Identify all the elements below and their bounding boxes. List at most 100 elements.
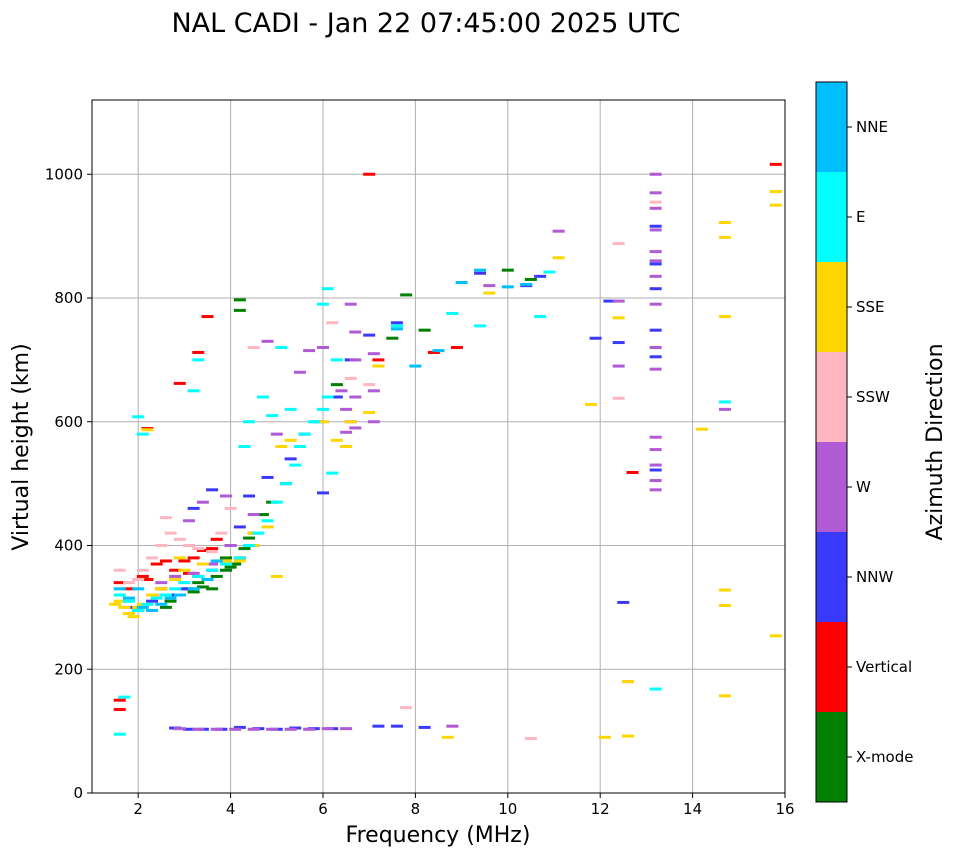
data-point bbox=[400, 706, 413, 710]
data-point bbox=[192, 581, 205, 585]
data-point bbox=[649, 367, 662, 371]
data-point bbox=[409, 364, 422, 368]
data-point bbox=[718, 315, 731, 319]
data-point bbox=[326, 321, 339, 325]
data-point bbox=[603, 299, 616, 303]
data-point bbox=[183, 519, 196, 523]
data-point bbox=[187, 571, 200, 575]
colorbar-segment bbox=[816, 262, 847, 352]
data-point bbox=[317, 491, 329, 495]
data-point bbox=[206, 568, 219, 572]
data-point bbox=[769, 162, 782, 166]
data-point bbox=[367, 420, 380, 424]
colorbar-label: X-mode bbox=[856, 748, 913, 766]
data-point bbox=[418, 725, 431, 729]
data-point bbox=[122, 581, 135, 585]
data-point bbox=[196, 548, 209, 552]
data-point bbox=[649, 172, 662, 176]
data-point bbox=[261, 519, 274, 523]
data-point bbox=[612, 316, 625, 320]
data-point bbox=[136, 432, 149, 436]
data-point bbox=[617, 600, 630, 604]
data-point bbox=[321, 727, 334, 731]
colorbar-title: Azimuth Direction bbox=[923, 343, 948, 540]
colorbar: X-mode Vertical NNW W SSW SSE E NNE Azimuth Dir… bbox=[815, 81, 948, 803]
data-point bbox=[118, 605, 131, 609]
data-point bbox=[113, 587, 126, 591]
data-point bbox=[612, 396, 625, 400]
data-point bbox=[122, 612, 135, 616]
data-point bbox=[649, 200, 662, 204]
data-point bbox=[367, 352, 380, 356]
data-point bbox=[612, 341, 625, 345]
data-point bbox=[196, 562, 209, 566]
colorbar-border bbox=[815, 81, 848, 803]
data-point bbox=[113, 599, 126, 603]
data-point bbox=[159, 516, 172, 520]
x-tick-label: 12 bbox=[591, 800, 610, 818]
data-point bbox=[173, 593, 186, 597]
data-point bbox=[649, 355, 662, 359]
data-point bbox=[155, 587, 168, 591]
data-point bbox=[173, 556, 186, 560]
colorbar-segment bbox=[816, 442, 847, 532]
data-point bbox=[164, 599, 177, 603]
data-point bbox=[317, 420, 329, 424]
data-point bbox=[330, 383, 343, 387]
data-point bbox=[524, 277, 537, 281]
data-point bbox=[718, 694, 731, 698]
data-point bbox=[122, 596, 135, 600]
data-point bbox=[649, 448, 662, 452]
data-point bbox=[718, 407, 731, 411]
data-point bbox=[289, 463, 302, 467]
colorbar-label: SSW bbox=[856, 388, 890, 406]
data-point bbox=[441, 735, 454, 739]
data-point bbox=[275, 346, 288, 349]
data-point bbox=[390, 324, 403, 328]
data-point bbox=[247, 513, 260, 517]
colorbar-label: E bbox=[856, 208, 865, 226]
data-point bbox=[474, 271, 487, 275]
x-tick-label: 8 bbox=[411, 800, 421, 818]
x-axis-ticks: 2 4 6 8 10 12 14 16 bbox=[133, 793, 795, 818]
data-point bbox=[243, 494, 256, 498]
data-point bbox=[233, 298, 246, 302]
data-point bbox=[372, 358, 385, 362]
y-axis-ticks: 0 200 400 600 800 1000 bbox=[45, 165, 92, 802]
data-point bbox=[141, 578, 154, 582]
data-point bbox=[169, 568, 182, 572]
data-point bbox=[219, 562, 232, 566]
data-point bbox=[390, 724, 403, 728]
data-point bbox=[649, 250, 662, 254]
data-point bbox=[317, 302, 329, 306]
data-point bbox=[132, 608, 145, 612]
data-point bbox=[649, 468, 662, 472]
data-point bbox=[483, 291, 496, 295]
data-point bbox=[390, 321, 403, 325]
colorbar-segment bbox=[816, 352, 847, 442]
data-point bbox=[501, 268, 514, 272]
data-point bbox=[266, 727, 279, 731]
data-point bbox=[201, 315, 214, 319]
data-point bbox=[219, 494, 232, 498]
data-point bbox=[621, 680, 634, 684]
data-point bbox=[718, 221, 731, 225]
data-point bbox=[649, 488, 662, 492]
data-point bbox=[233, 559, 246, 563]
data-point bbox=[150, 562, 163, 566]
y-tick-label: 1000 bbox=[45, 165, 83, 183]
data-point bbox=[718, 604, 731, 608]
data-point bbox=[284, 407, 297, 411]
x-tick-label: 10 bbox=[498, 800, 517, 818]
data-point bbox=[187, 389, 200, 393]
data-point bbox=[340, 727, 353, 731]
data-point bbox=[543, 270, 556, 274]
data-point bbox=[136, 605, 149, 609]
data-point bbox=[270, 432, 283, 436]
data-point bbox=[187, 506, 200, 510]
data-point bbox=[270, 500, 283, 504]
colorbar-labels: X-mode Vertical NNW W SSW SSE E NNE bbox=[847, 118, 913, 766]
series-sse bbox=[109, 190, 782, 739]
data-point bbox=[210, 574, 223, 578]
data-point bbox=[219, 556, 232, 560]
